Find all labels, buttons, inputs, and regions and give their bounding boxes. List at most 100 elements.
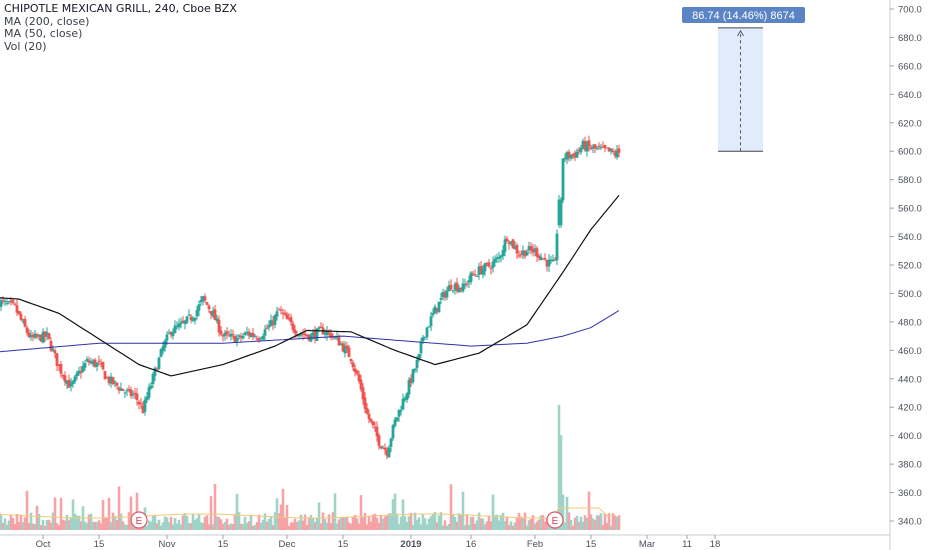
volume-bar — [37, 513, 41, 530]
candle-body — [601, 146, 605, 148]
chart-legend: CHIPOTLE MEXICAN GRILL, 240, Cboe BZX MA… — [4, 2, 237, 53]
volume-bar — [163, 516, 167, 530]
candle-body — [291, 323, 295, 330]
volume-bar — [109, 522, 113, 530]
volume-bar — [87, 514, 91, 530]
indicator-ma50-label[interactable]: MA (50, close) — [4, 27, 83, 41]
candle-body — [53, 350, 57, 354]
volume-bar — [583, 515, 587, 530]
candle-body — [117, 387, 121, 391]
candle-body — [85, 359, 89, 362]
volume-bar — [331, 512, 335, 530]
candle-body — [137, 401, 141, 405]
candle-body — [599, 147, 603, 149]
volume-bar — [467, 524, 471, 530]
price-tick-label: 500.0 — [898, 289, 922, 300]
candle-body — [505, 238, 509, 242]
volume-bar — [129, 496, 133, 530]
candle-body — [317, 327, 321, 329]
volume-bar — [283, 517, 287, 530]
volume-bar — [377, 523, 381, 530]
candle-body — [203, 296, 207, 301]
candle-body — [465, 283, 469, 285]
candle-body — [573, 152, 577, 158]
candle-body — [159, 349, 163, 357]
volume-bar — [565, 496, 569, 530]
volume-bar — [613, 515, 617, 530]
candle-body — [299, 334, 303, 336]
candle-body — [487, 262, 491, 267]
candle-body — [113, 381, 117, 383]
candle-body — [441, 291, 445, 297]
candle-body — [495, 257, 499, 260]
candle-body — [355, 370, 359, 374]
candle-body — [79, 371, 83, 374]
volume-bar — [15, 513, 19, 530]
volume-bar — [409, 512, 413, 530]
candle-body — [567, 151, 571, 158]
candle-body — [247, 331, 251, 336]
earnings-marker[interactable] — [130, 511, 148, 529]
candle-body — [47, 333, 51, 339]
candle-body — [545, 260, 549, 267]
candle-body — [333, 336, 337, 339]
volume-bar — [153, 515, 157, 530]
volume-bar — [213, 484, 217, 530]
candle-body — [577, 149, 581, 151]
volume-bar — [311, 517, 315, 530]
candle-body — [455, 282, 459, 291]
candle-body — [125, 390, 129, 392]
price-axis[interactable]: 340.0 360.0 380.0 400.0 420.0 440.0 460.0 480.0… — [889, 0, 922, 550]
candle-body — [447, 285, 451, 292]
candle-body — [37, 334, 41, 336]
measure-tool[interactable]: 86.74 (14.46%) 8674 — [682, 7, 805, 152]
volume-bar — [267, 519, 271, 530]
candle-body — [493, 259, 497, 263]
volume-bar — [347, 522, 351, 530]
volume-bar — [407, 516, 411, 530]
symbol-title[interactable]: CHIPOTLE MEXICAN GRILL, 240, Cboe BZX — [4, 2, 237, 15]
candle-body — [329, 333, 333, 339]
candle-body — [43, 331, 47, 337]
volume-bar — [145, 525, 149, 530]
candle-body — [235, 337, 239, 342]
candle-body — [73, 376, 77, 382]
volume-bar — [475, 520, 479, 530]
candle-body — [417, 353, 421, 360]
volume-bar — [433, 512, 437, 530]
volume-bar — [147, 520, 151, 530]
volume-bar — [521, 518, 525, 530]
volume-bar — [41, 519, 45, 530]
candle-body — [383, 447, 387, 450]
time-tick-label: Mar — [639, 539, 655, 550]
volume-bar — [91, 521, 95, 530]
earnings-marker[interactable] — [546, 511, 564, 529]
price-tick-label: 400.0 — [898, 431, 922, 442]
candle-body — [161, 346, 165, 352]
candle-body — [9, 300, 13, 303]
indicator-ma200-label[interactable]: MA (200, close) — [4, 14, 90, 28]
volume-bar — [497, 520, 501, 530]
volume-bar — [525, 525, 529, 530]
volume-bar — [603, 513, 607, 530]
candle-body — [403, 397, 407, 401]
candle-body — [253, 336, 257, 338]
indicator-volume-label[interactable]: Vol (20) — [4, 39, 47, 53]
volume-bar — [113, 515, 117, 530]
candle-body — [531, 249, 535, 253]
volume-bar — [393, 493, 397, 530]
volume-bar — [85, 523, 89, 530]
candle-body — [1, 300, 5, 302]
candle-body — [283, 312, 287, 315]
volume-bar — [193, 520, 197, 530]
volume-bar — [27, 523, 31, 530]
volume-bar — [411, 525, 415, 530]
volume-bar — [155, 523, 159, 530]
candle-body — [87, 360, 91, 363]
candle-body — [265, 327, 269, 329]
volume-bar — [447, 524, 451, 530]
volume-bar — [323, 519, 327, 530]
time-axis[interactable]: Oct 15 Nov 15 Dec 15 2019 16 Feb 15 Mar 11 18 — [0, 534, 890, 550]
